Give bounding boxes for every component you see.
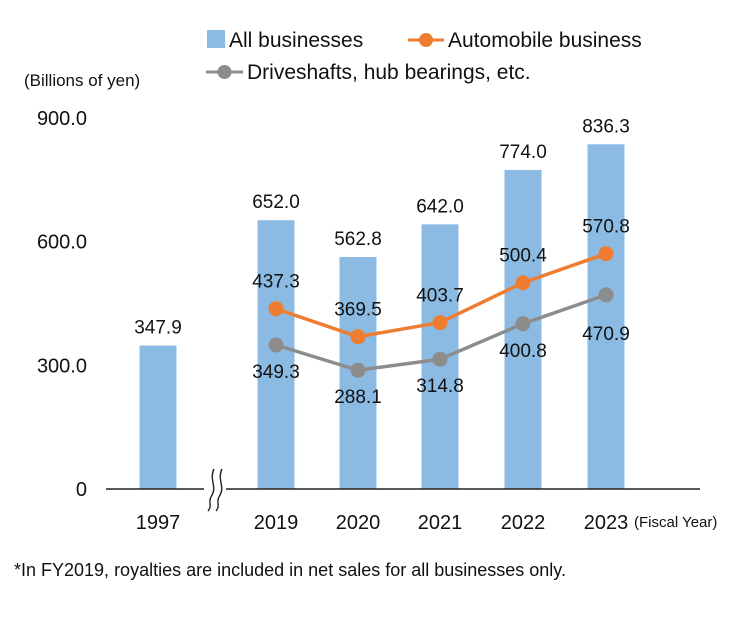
x-tick-label: 2023 bbox=[584, 512, 629, 534]
legend-marker-driveshafts-hub-bearings bbox=[217, 65, 232, 79]
automobile-value-label: 500.4 bbox=[499, 246, 547, 267]
marker-automobile-2023 bbox=[598, 246, 614, 262]
marker-automobile-2022 bbox=[515, 275, 531, 291]
bar-value-label: 774.0 bbox=[499, 142, 547, 163]
y-tick-label: 900.0 bbox=[37, 108, 87, 130]
legend-item-all-businesses: All businesses bbox=[207, 29, 363, 52]
axis-break-stroke bbox=[215, 468, 223, 512]
marker-automobile-2019 bbox=[268, 301, 284, 317]
axis-break-mark bbox=[204, 468, 226, 512]
value-labels: 347.9 652.0 562.8 642.0 774.0 836.3 437.3 369.5… bbox=[134, 116, 630, 408]
bar-value-label: 652.0 bbox=[252, 192, 300, 213]
marker-automobile-2020 bbox=[350, 329, 366, 345]
legend-swatch-all-businesses bbox=[207, 30, 225, 48]
legend-item-driveshafts-hub-bearings: Driveshafts, hub bearings, etc. bbox=[206, 61, 531, 84]
automobile-value-label: 403.7 bbox=[416, 286, 464, 307]
line-series bbox=[268, 246, 614, 378]
driveshafts-value-label: 314.8 bbox=[416, 376, 464, 397]
legend-label-all-businesses: All businesses bbox=[229, 29, 363, 52]
driveshafts-value-label: 400.8 bbox=[499, 341, 547, 362]
bar-value-label: 347.9 bbox=[134, 318, 182, 339]
marker-driveshafts-2020 bbox=[350, 362, 366, 378]
y-axis-ticks: 0 300.0 600.0 900.0 bbox=[37, 108, 87, 501]
marker-driveshafts-2022 bbox=[515, 316, 531, 332]
legend-item-automobile-business: Automobile business bbox=[408, 29, 642, 52]
y-tick-label: 600.0 bbox=[37, 232, 87, 254]
driveshafts-value-label: 470.9 bbox=[582, 324, 630, 345]
x-axis-categories: 1997 2019 2020 2021 2022 2023 bbox=[136, 512, 629, 534]
x-tick-label: 2020 bbox=[336, 512, 381, 534]
legend-label-driveshafts-hub-bearings: Driveshafts, hub bearings, etc. bbox=[247, 61, 531, 84]
legend-marker-automobile-business bbox=[419, 33, 433, 47]
x-tick-label: 2021 bbox=[418, 512, 463, 534]
axis-break-gap bbox=[204, 477, 226, 501]
x-tick-label: 2022 bbox=[501, 512, 546, 534]
bar-series bbox=[139, 144, 625, 490]
automobile-value-label: 570.8 bbox=[582, 217, 630, 238]
marker-automobile-2021 bbox=[432, 315, 448, 331]
x-tick-label: 1997 bbox=[136, 512, 181, 534]
automobile-value-label: 369.5 bbox=[334, 300, 382, 321]
x-tick-label: 2019 bbox=[254, 512, 299, 534]
bar-1997 bbox=[139, 345, 177, 489]
driveshafts-value-label: 288.1 bbox=[334, 387, 382, 408]
net-sales-chart: All businesses Automobile business Drivesh… bbox=[24, 29, 717, 534]
marker-driveshafts-2023 bbox=[598, 287, 614, 303]
axis-break-stroke bbox=[207, 468, 215, 512]
automobile-value-label: 437.3 bbox=[252, 272, 300, 293]
legend-label-automobile-business: Automobile business bbox=[448, 29, 642, 52]
footnote: *In FY2019, royalties are included in ne… bbox=[14, 560, 566, 580]
y-tick-label: 300.0 bbox=[37, 355, 87, 377]
y-axis-unit-label: (Billions of yen) bbox=[24, 71, 140, 90]
x-axis-label: (Fiscal Year) bbox=[634, 514, 717, 531]
legend: All businesses Automobile business Drivesh… bbox=[206, 29, 642, 84]
bar-value-label: 836.3 bbox=[582, 116, 630, 137]
y-tick-label: 0 bbox=[76, 479, 87, 501]
marker-driveshafts-2019 bbox=[268, 337, 284, 353]
driveshafts-value-label: 349.3 bbox=[252, 362, 300, 383]
bar-2023 bbox=[587, 144, 625, 490]
bar-value-label: 642.0 bbox=[416, 196, 464, 217]
bar-value-label: 562.8 bbox=[334, 229, 382, 250]
marker-driveshafts-2021 bbox=[432, 351, 448, 367]
bar-2019 bbox=[257, 220, 295, 489]
